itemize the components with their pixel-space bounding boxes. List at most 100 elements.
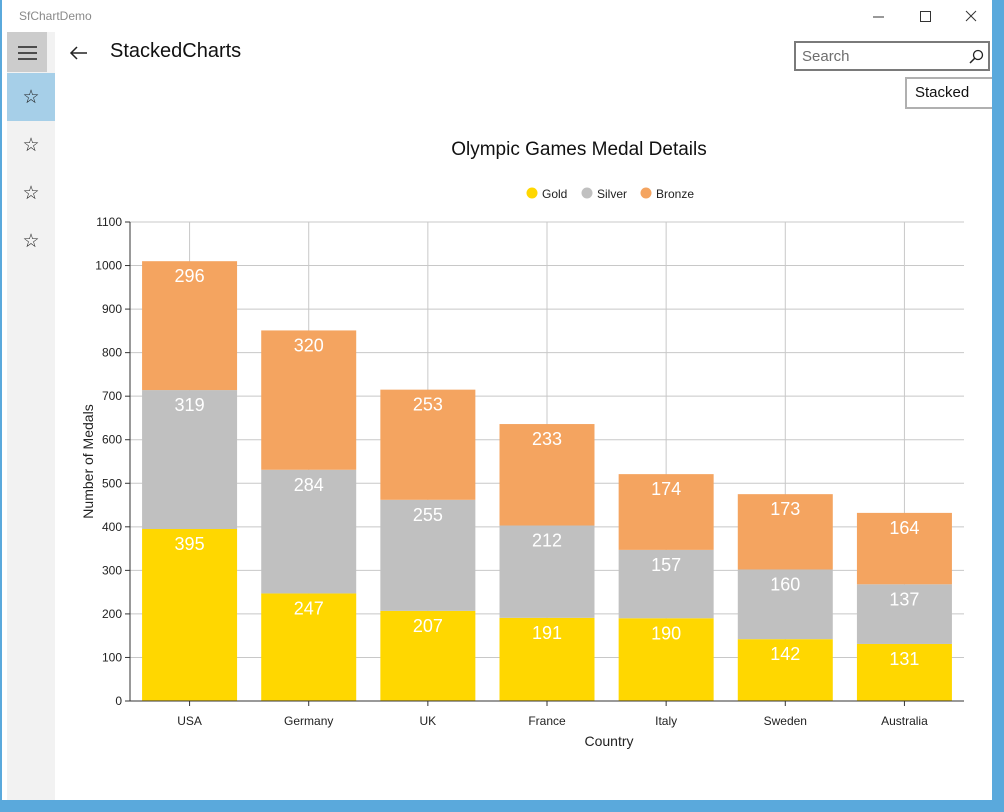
- search-icon[interactable]: [968, 49, 984, 65]
- data-label: 320: [294, 335, 324, 355]
- y-tick-label: 0: [115, 694, 122, 708]
- nav-item-2[interactable]: ☆: [7, 121, 55, 169]
- nav-item-1[interactable]: ☆: [7, 73, 55, 121]
- hamburger-icon: [18, 46, 37, 60]
- x-tick-label: France: [528, 714, 566, 728]
- data-label: 131: [889, 649, 919, 669]
- bar-gold: [261, 593, 357, 701]
- x-tick-label: Sweden: [764, 714, 807, 728]
- data-label: 247: [294, 598, 324, 618]
- star-icon: ☆: [22, 86, 40, 108]
- data-label: 191: [532, 623, 562, 643]
- back-button[interactable]: [66, 40, 92, 66]
- y-tick-label: 1000: [95, 259, 122, 273]
- bar-silver: [380, 499, 476, 611]
- bar-silver: [737, 569, 833, 640]
- data-label: 255: [413, 505, 443, 525]
- data-label: 190: [651, 623, 681, 643]
- bar-bronze: [856, 512, 952, 585]
- bar-bronze: [499, 424, 595, 526]
- app-title: SfChartDemo: [19, 9, 92, 23]
- minimize-button[interactable]: [856, 0, 902, 32]
- search-input[interactable]: [802, 47, 962, 65]
- minimize-icon: [873, 16, 884, 18]
- close-button[interactable]: [948, 0, 992, 32]
- y-tick-label: 200: [102, 607, 122, 621]
- data-label: 137: [889, 589, 919, 609]
- x-tick-label: USA: [177, 714, 202, 728]
- app-window: SfChartDemo ☆ ☆ ☆ ☆ StackedCharts: [2, 0, 992, 800]
- data-label: 319: [175, 395, 205, 415]
- data-label: 233: [532, 429, 562, 449]
- page-title: StackedCharts: [110, 40, 242, 62]
- back-arrow-icon: [69, 46, 87, 60]
- data-label: 142: [770, 644, 800, 664]
- legend-label-gold: Gold: [542, 187, 567, 201]
- data-label: 157: [651, 555, 681, 575]
- legend-label-silver: Silver: [597, 187, 627, 201]
- navigation-pane: ☆ ☆ ☆ ☆: [7, 32, 55, 800]
- maximize-button[interactable]: [902, 0, 948, 32]
- maximize-icon: [920, 11, 931, 22]
- data-label: 395: [175, 534, 205, 554]
- data-label: 212: [532, 531, 562, 551]
- x-tick-label: Germany: [284, 714, 333, 728]
- bar-gold: [856, 643, 952, 701]
- bar-bronze: [380, 389, 476, 500]
- bar-gold: [618, 618, 714, 701]
- y-tick-label: 500: [102, 476, 122, 490]
- bar-gold: [737, 639, 833, 701]
- y-axis-title: Number of Medals: [80, 404, 96, 518]
- data-label: 173: [770, 499, 800, 519]
- legend-marker-gold: [526, 187, 538, 199]
- data-label: 174: [651, 479, 681, 499]
- close-icon: [965, 10, 977, 22]
- star-icon: ☆: [22, 182, 40, 204]
- legend-marker-bronze: [640, 187, 652, 199]
- nav-item-3[interactable]: ☆: [7, 169, 55, 217]
- bar-silver: [618, 549, 714, 619]
- bar-bronze: [261, 330, 357, 470]
- data-label: 160: [770, 574, 800, 594]
- star-icon: ☆: [22, 230, 40, 252]
- x-axis-title: Country: [584, 733, 633, 749]
- legend-marker-silver: [581, 187, 593, 199]
- bar-bronze: [737, 494, 833, 570]
- y-tick-label: 900: [102, 302, 122, 316]
- data-label: 164: [889, 518, 919, 538]
- bar-gold: [380, 610, 476, 701]
- window-frame-right: [992, 0, 1004, 812]
- data-label: 296: [175, 266, 205, 286]
- y-tick-label: 300: [102, 563, 122, 577]
- x-tick-label: Australia: [881, 714, 928, 728]
- chart-type-combobox[interactable]: Stacked: [905, 77, 992, 109]
- search-box: [794, 41, 990, 71]
- chart-title: Olympic Games Medal Details: [451, 139, 707, 160]
- bar-bronze: [618, 474, 714, 550]
- y-tick-label: 100: [102, 650, 122, 664]
- bar-silver: [856, 584, 952, 644]
- nav-item-4[interactable]: ☆: [7, 217, 55, 265]
- y-tick-label: 700: [102, 389, 122, 403]
- data-label: 284: [294, 475, 324, 495]
- bar-gold: [142, 528, 238, 701]
- data-label: 207: [413, 616, 443, 636]
- x-tick-label: UK: [420, 714, 437, 728]
- bar-silver: [142, 390, 238, 529]
- bar-bronze: [142, 261, 238, 391]
- y-tick-label: 800: [102, 346, 122, 360]
- window-frame-bottom: [0, 800, 1004, 812]
- y-tick-label: 600: [102, 433, 122, 447]
- legend-label-bronze: Bronze: [656, 187, 694, 201]
- star-icon: ☆: [22, 134, 40, 156]
- stacked-column-chart: 0 100 200 300 400 500 600 700 800 900 1000 1100 395 3…: [80, 139, 964, 749]
- y-tick-label: 1100: [96, 215, 122, 229]
- bar-silver: [499, 525, 595, 618]
- title-bar: SfChartDemo: [2, 0, 992, 32]
- hamburger-button[interactable]: [7, 32, 47, 72]
- bar-silver: [261, 469, 357, 594]
- combobox-selected-value: Stacked: [915, 84, 970, 101]
- data-label: 253: [413, 395, 443, 415]
- y-tick-label: 400: [102, 520, 122, 534]
- x-tick-label: Italy: [655, 714, 677, 728]
